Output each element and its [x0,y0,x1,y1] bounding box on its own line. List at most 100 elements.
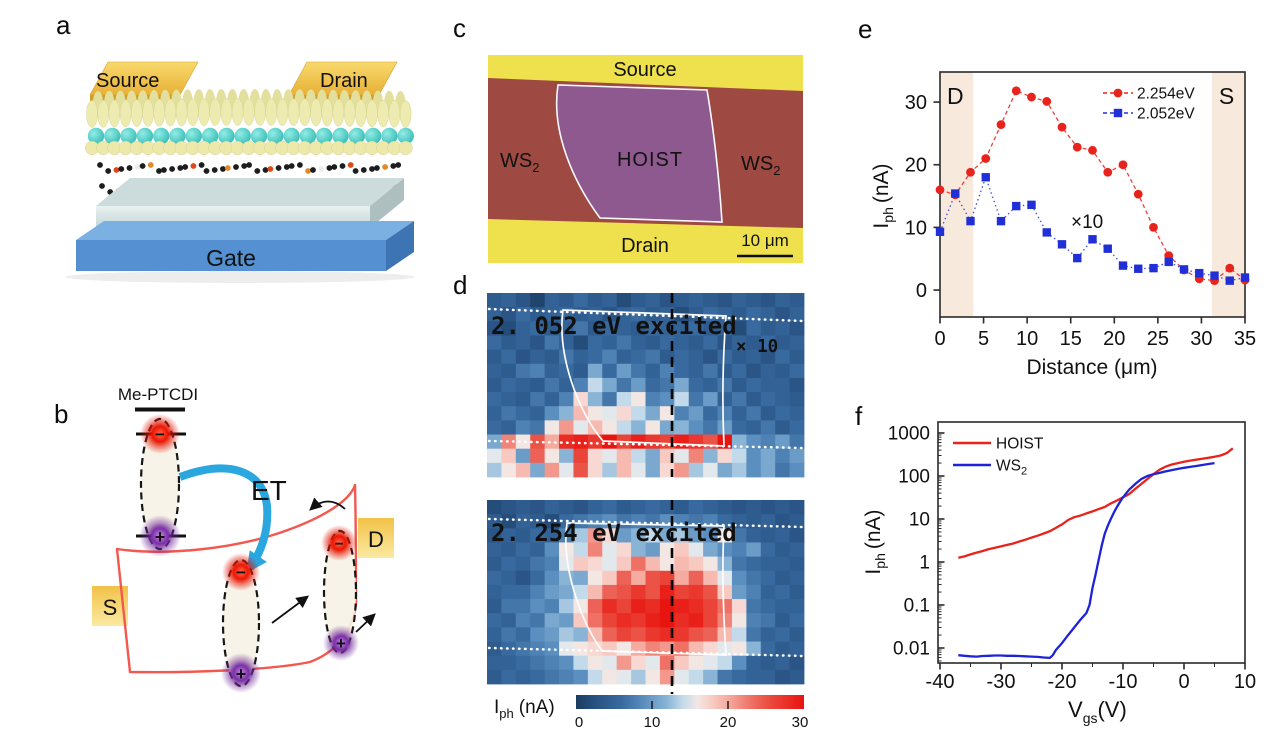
heatmap-cell [645,627,661,642]
map-title: 2. 052 eV excited [491,312,737,340]
heatmap-cell [530,293,546,308]
s-atom-rod [231,98,244,126]
s-atom-rod [175,98,188,127]
heatmap-cell [544,627,560,642]
heatmap-cell [631,392,646,407]
heatmap-cell [501,570,517,586]
heatmap-cell [544,377,560,393]
heatmap-cell [775,599,790,614]
molecule-atom [305,168,311,174]
heatmap-cell [515,584,531,600]
heatmap-cell [631,655,646,671]
heatmap-cell [703,655,718,671]
data-point [1103,244,1112,253]
heatmap-cell [703,570,718,586]
y-tick-label: 10 [909,510,930,531]
data-curve [958,461,1215,660]
heatmap-cell [587,627,603,642]
ws2-label-left: WS2 [500,150,539,175]
heatmap-cell [688,363,704,379]
data-point [1057,122,1067,132]
heatmap-cell [760,514,776,529]
heatmap-cell [789,321,805,336]
heatmap-cell [731,321,747,336]
molecule-atom [347,162,354,168]
heatmap-cell [789,392,805,407]
heatmap-cell [616,307,632,322]
heatmap-cell [760,556,776,572]
heatmap-cell [645,420,661,435]
hole-icon [139,515,181,557]
data-point [1118,261,1128,270]
heatmap-cell [789,363,805,379]
heatmap-cell [674,613,690,628]
heatmap-cell [674,392,690,407]
hoist-outline [565,522,727,656]
heatmap-cell [703,307,718,322]
heatmap-cell [760,613,776,628]
heatmap-cell [487,462,502,478]
s-atom-rod [377,99,389,128]
heatmap-cell [731,669,747,685]
molecule-atom [382,164,388,170]
line-profile-chart: D S 0 10 20 30 0 5 10 15 20 25 30 35 Distance (μm) Iph(… [870,71,1256,379]
heatmap-cell [587,514,603,529]
heatmap-cell [688,599,704,614]
heatmap-cell [789,377,805,393]
heatmap-cell [559,669,574,685]
heatmap-cell [587,528,603,543]
heatmap-cell [616,599,632,614]
heatmap-cell [616,293,632,308]
heatmap-cell [703,363,718,379]
heatmap-cell [587,613,603,628]
ws2-label-right: WS2 [741,153,780,178]
heatmap-cell [602,500,618,515]
heatmap-cell [573,321,589,336]
data-point [1042,228,1051,237]
data-point [966,216,975,226]
heatmap-cell [544,434,560,450]
molecule-atom [105,168,112,174]
heatmap-cell [587,500,603,515]
heatmap-cell [631,335,646,351]
heatmap-cell [775,528,790,543]
heatmap-cell [789,584,805,600]
heatmap-cell [717,570,733,586]
heatmap-cell [746,335,762,351]
hoist-outline [561,309,727,447]
heatmap-cell [501,377,517,393]
colorbar-gradient [576,695,804,709]
heatmap-cell [530,307,546,322]
heatmap-cell [731,599,747,614]
heatmap-cell [775,448,790,464]
heatmap-cell [789,434,805,450]
heatmap-cell [717,363,733,379]
heatmap-cell [501,335,517,351]
heatmap-cell [515,377,531,393]
heatmap-cell [645,377,661,393]
y-tick-label: 20 [905,155,927,177]
heatmap-cell [731,528,747,543]
heatmap-cell [616,584,632,600]
heatmap-cell [544,514,560,529]
heatmap-cell [674,406,690,421]
heatmap-cell [631,293,646,308]
heatmap-cell [573,363,589,379]
heatmap-cell [789,570,805,586]
heatmap-cell [688,392,704,407]
heatmap-cell [789,528,805,543]
heatmap-cell [760,599,776,614]
heatmap-cell [674,293,690,308]
heatmap-cell [775,641,790,657]
data-point [1072,142,1082,152]
heatmap-cell [616,335,632,351]
molecule-atom [177,165,184,171]
data-point [1027,200,1036,210]
heatmap-cell [717,448,733,464]
heatmap-cell [703,542,718,558]
panel-a: a Source Drain Gate [56,10,415,283]
data-point [1057,240,1067,249]
heatmap-cell [760,500,776,515]
minus-sign: − [236,563,246,582]
heatmap-cell [544,462,560,478]
